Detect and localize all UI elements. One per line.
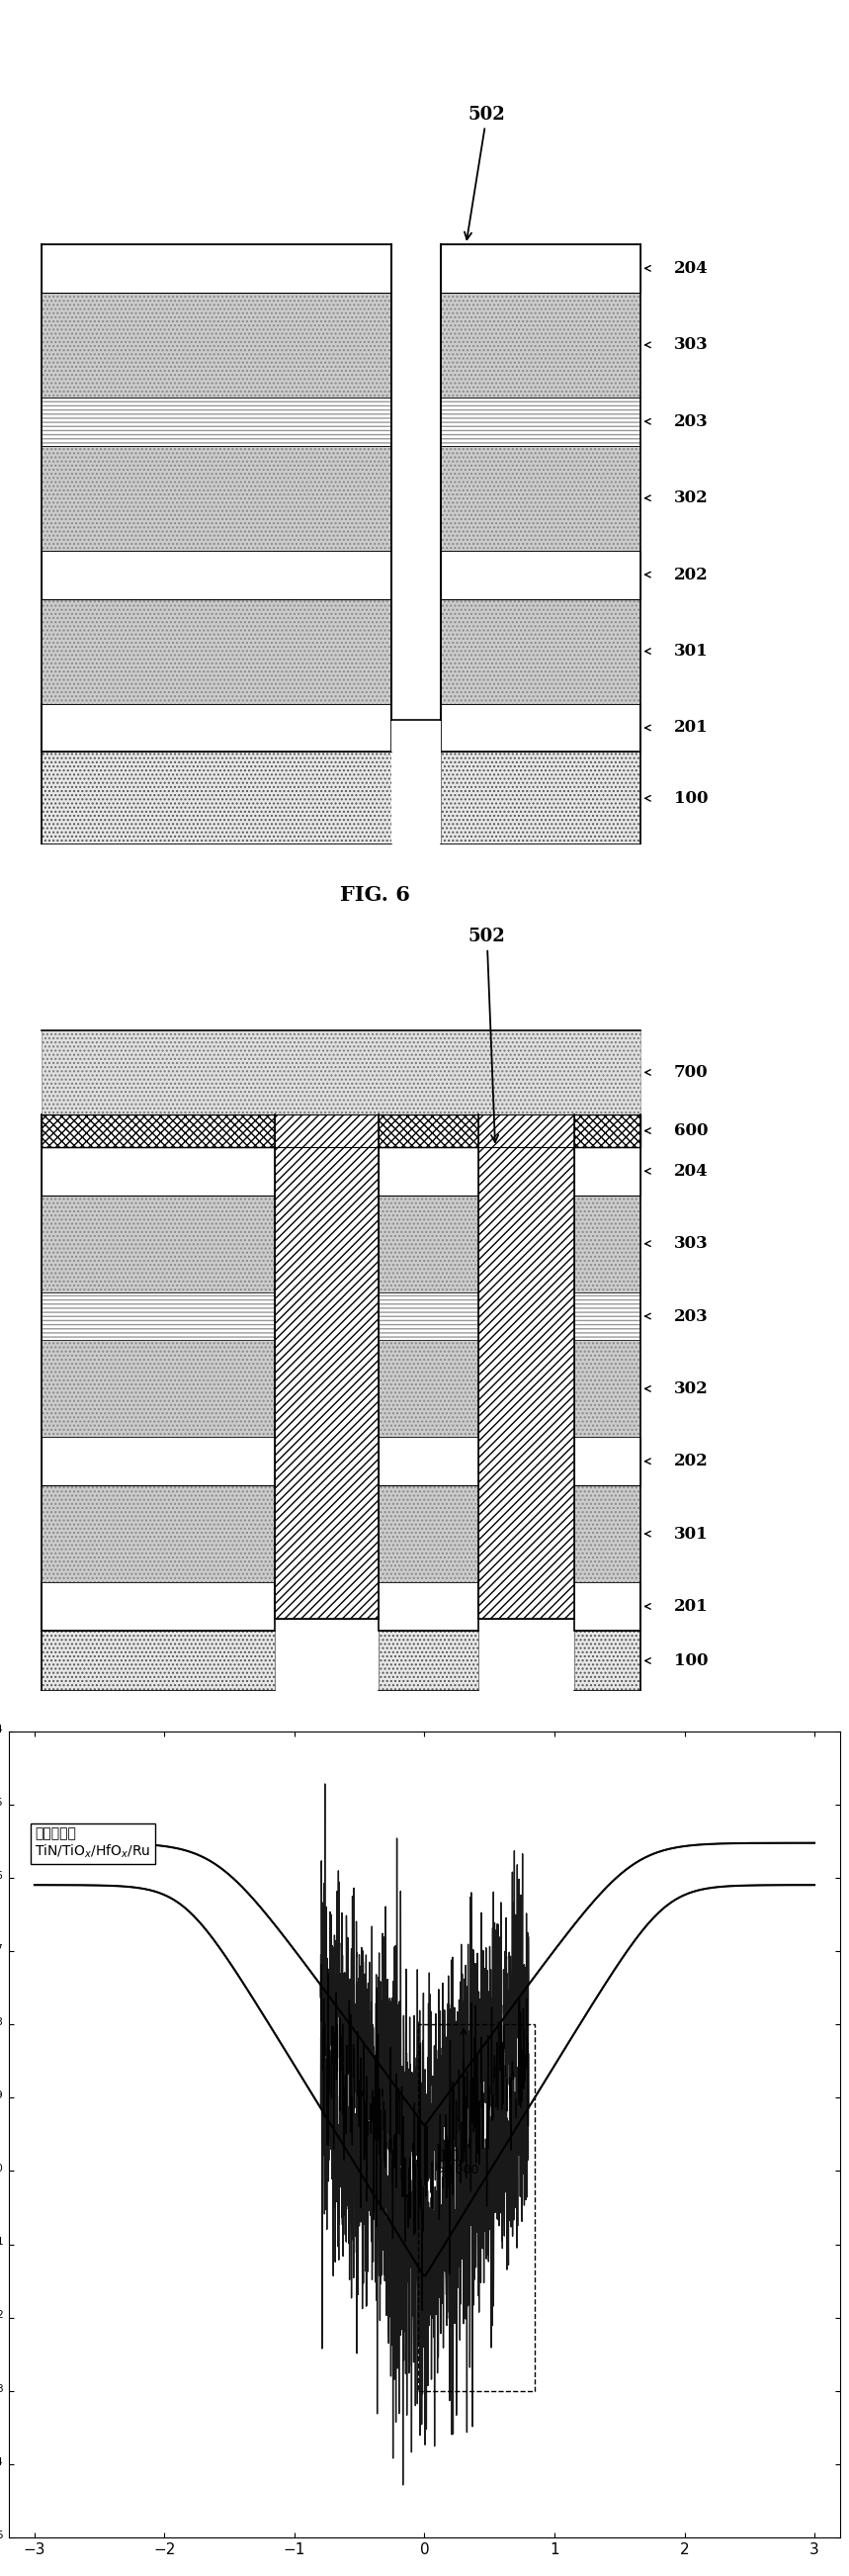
Polygon shape — [42, 1340, 275, 1437]
Polygon shape — [574, 1340, 641, 1437]
Text: 器件结构：
TiN/TiO$_x$/HfO$_x$/Ru: 器件结构： TiN/TiO$_x$/HfO$_x$/Ru — [35, 1826, 150, 1860]
Text: 301: 301 — [674, 1525, 708, 1543]
Polygon shape — [441, 752, 641, 845]
Polygon shape — [42, 1146, 275, 1195]
Text: 选择比
>1000: 选择比 >1000 — [437, 2148, 480, 2177]
Polygon shape — [379, 1582, 479, 1631]
Polygon shape — [441, 551, 641, 598]
Text: 303: 303 — [674, 337, 708, 353]
Polygon shape — [391, 719, 441, 845]
Text: 502: 502 — [469, 927, 505, 1141]
Polygon shape — [379, 1437, 479, 1486]
Polygon shape — [574, 1146, 641, 1195]
Text: 203: 203 — [674, 1309, 708, 1324]
Polygon shape — [574, 1437, 641, 1486]
Polygon shape — [42, 551, 391, 598]
Text: 301: 301 — [674, 644, 708, 659]
Text: 204: 204 — [674, 1162, 708, 1180]
Polygon shape — [42, 397, 391, 446]
Polygon shape — [42, 598, 391, 703]
Polygon shape — [42, 1631, 275, 1690]
Polygon shape — [441, 245, 641, 294]
Text: 303: 303 — [674, 1236, 708, 1252]
Polygon shape — [441, 397, 641, 446]
Polygon shape — [42, 1486, 275, 1582]
Polygon shape — [441, 703, 641, 752]
Polygon shape — [574, 1486, 641, 1582]
Polygon shape — [42, 1437, 275, 1486]
Polygon shape — [42, 703, 391, 752]
Bar — [418, 2025, 535, 2391]
Text: 201: 201 — [674, 1597, 708, 1615]
Polygon shape — [441, 446, 641, 551]
Text: 204: 204 — [674, 260, 708, 276]
Polygon shape — [42, 446, 391, 551]
Polygon shape — [441, 294, 641, 397]
Polygon shape — [42, 1195, 275, 1293]
Text: 203: 203 — [674, 412, 708, 430]
Text: 201: 201 — [674, 719, 708, 737]
Polygon shape — [379, 1293, 479, 1340]
Polygon shape — [42, 1115, 641, 1146]
Text: 600: 600 — [674, 1123, 708, 1139]
Polygon shape — [379, 1340, 479, 1437]
Polygon shape — [42, 1030, 641, 1115]
Polygon shape — [379, 1631, 479, 1690]
Polygon shape — [379, 1486, 479, 1582]
Polygon shape — [42, 294, 391, 397]
Polygon shape — [42, 752, 391, 845]
Text: FIG. 7: FIG. 7 — [340, 1731, 409, 1752]
Text: 302: 302 — [674, 489, 708, 507]
Polygon shape — [574, 1631, 641, 1690]
Text: 202: 202 — [674, 1453, 708, 1471]
Polygon shape — [391, 245, 441, 719]
Polygon shape — [42, 245, 391, 294]
Polygon shape — [42, 1582, 275, 1631]
Polygon shape — [441, 598, 641, 703]
Polygon shape — [379, 1195, 479, 1293]
Polygon shape — [479, 1115, 574, 1618]
Polygon shape — [574, 1293, 641, 1340]
Polygon shape — [42, 1293, 275, 1340]
Text: 302: 302 — [674, 1381, 708, 1396]
Polygon shape — [379, 1146, 479, 1195]
Text: 502: 502 — [464, 106, 505, 240]
Polygon shape — [574, 1195, 641, 1293]
Polygon shape — [275, 1115, 379, 1618]
Text: 100: 100 — [674, 791, 708, 806]
Text: FIG. 6: FIG. 6 — [340, 886, 409, 904]
Polygon shape — [574, 1582, 641, 1631]
Text: 700: 700 — [674, 1064, 708, 1082]
Text: 202: 202 — [674, 567, 708, 582]
Text: 100: 100 — [674, 1651, 708, 1669]
